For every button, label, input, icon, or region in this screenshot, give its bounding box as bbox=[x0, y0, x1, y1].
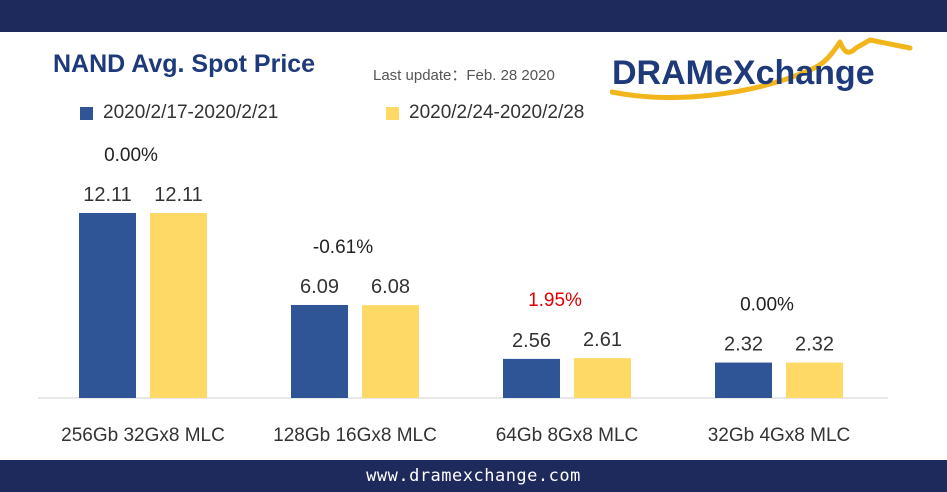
data-label-series-2-0: 12.11 bbox=[154, 184, 203, 206]
category-label-2: 64Gb 8Gx8 MLC bbox=[496, 425, 639, 446]
category-label-1: 128Gb 16Gx8 MLC bbox=[273, 425, 437, 446]
legend-item-series-1: 2020/2/17-2020/2/21 bbox=[80, 102, 278, 124]
dramexchange-logo: DRAMeXchange bbox=[610, 37, 913, 100]
bar-series-1-2 bbox=[503, 358, 560, 398]
legend-swatch-series-1 bbox=[80, 106, 93, 120]
bar-series-2-0 bbox=[150, 213, 207, 398]
bar-series-1-0 bbox=[79, 213, 136, 398]
bar-series-1-1 bbox=[291, 304, 348, 398]
legend-label-series-2: 2020/2/24-2020/2/28 bbox=[409, 102, 585, 123]
logo-swoosh bbox=[610, 37, 913, 100]
data-label-series-1-0: 12.11 bbox=[83, 184, 132, 206]
legend-swatch-series-2 bbox=[386, 106, 399, 120]
data-label-series-1-2: 2.56 bbox=[512, 330, 551, 352]
top-band bbox=[0, 0, 947, 32]
data-label-series-1-1: 6.09 bbox=[300, 276, 339, 298]
legend-label-series-1: 2020/2/17-2020/2/21 bbox=[103, 102, 279, 123]
change-label-0: 0.00% bbox=[104, 145, 158, 166]
logo-text: DRAMeXchange bbox=[612, 54, 875, 92]
bottom-band: www.dramexchange.com bbox=[0, 460, 947, 492]
bar-series-2-1 bbox=[362, 305, 419, 398]
bar-series-2-2 bbox=[574, 358, 631, 398]
last-update: Last update：Feb. 28 2020 bbox=[373, 67, 555, 84]
data-label-series-2-3: 2.32 bbox=[795, 334, 834, 356]
bar-chart: 12.11 12.11 0.00% 256Gb 32Gx8 MLC 6.09 6.08 -0… bbox=[38, 145, 888, 446]
data-label-series-2-2: 2.61 bbox=[583, 329, 622, 351]
data-label-series-1-3: 2.32 bbox=[724, 334, 763, 356]
change-label-3: 0.00% bbox=[740, 295, 794, 316]
footer-url: www.dramexchange.com bbox=[366, 466, 581, 486]
category-label-3: 32Gb 4Gx8 MLC bbox=[708, 425, 851, 446]
bar-series-2-3 bbox=[786, 362, 843, 398]
category-label-0: 256Gb 32Gx8 MLC bbox=[61, 425, 225, 446]
change-label-2: 1.95% bbox=[528, 290, 582, 311]
legend-item-series-2: 2020/2/24-2020/2/28 bbox=[386, 102, 584, 124]
bar-series-1-3 bbox=[715, 362, 772, 398]
change-label-1: -0.61% bbox=[313, 237, 373, 258]
data-label-series-2-1: 6.08 bbox=[371, 276, 410, 298]
chart-title: NAND Avg. Spot Price bbox=[53, 50, 316, 78]
